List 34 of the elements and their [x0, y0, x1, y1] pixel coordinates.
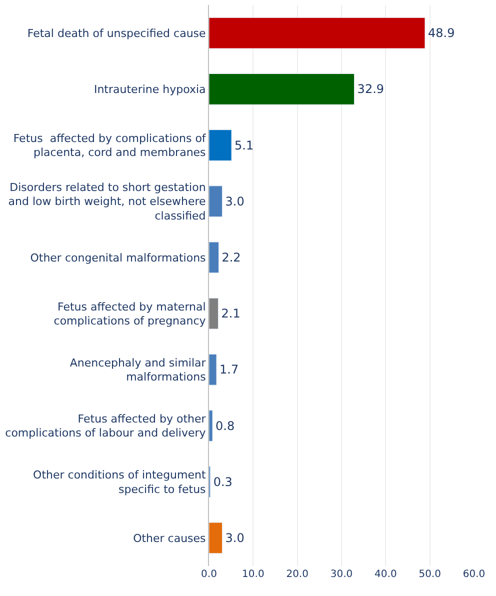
x-tick-label: 40.0: [374, 569, 397, 580]
data-label: 3.0: [225, 530, 244, 545]
bar: [209, 354, 217, 386]
x-tick-label: 0.0: [201, 569, 217, 580]
y-tick-label: Fetus affected by maternal complications of pregnancy: [54, 300, 206, 328]
y-tick-label: Disorders related to short gestation and low birth weight, not elsewhere classified: [8, 180, 206, 222]
data-label: 2.1: [221, 306, 240, 321]
x-tick-label: 60.0: [462, 569, 486, 580]
data-label: 0.8: [216, 418, 235, 433]
bar: [209, 186, 222, 218]
y-tick-label: Fetus affected by complications of placenta, cord and membranes: [13, 132, 207, 160]
y-tick-label: Other congenital malformations: [30, 251, 206, 264]
bar: [209, 242, 219, 274]
data-label: 3.0: [225, 194, 244, 208]
x-tick-label: 10.0: [242, 569, 264, 580]
data-label: 2.2: [222, 250, 241, 264]
data-label: 48.9: [428, 26, 455, 40]
y-tick-label: Anencephaly and similar malformations: [70, 356, 206, 384]
data-label: 5.1: [234, 138, 254, 152]
bar: [209, 522, 222, 554]
x-tick-label: 20.0: [286, 569, 308, 580]
y-tick-label: Other causes: [133, 532, 206, 545]
x-tick-label: 30.0: [330, 569, 353, 580]
y-tick-label: Fetal death of unspecified cause: [27, 26, 206, 40]
bar: [209, 298, 219, 330]
y-tick-label: Fetus affected by other complications of labour and delivery: [5, 412, 206, 440]
data-label: 1.7: [220, 362, 239, 377]
data-label: 0.3: [213, 474, 232, 489]
y-tick-label: Intrauterine hypoxia: [94, 83, 206, 96]
x-tick-label: 50.0: [418, 569, 441, 580]
bar: [209, 130, 232, 161]
y-tick-label: Other conditions of integument specific to fetus: [33, 468, 206, 496]
bar: [209, 410, 213, 442]
data-label: 32.9: [357, 82, 384, 96]
